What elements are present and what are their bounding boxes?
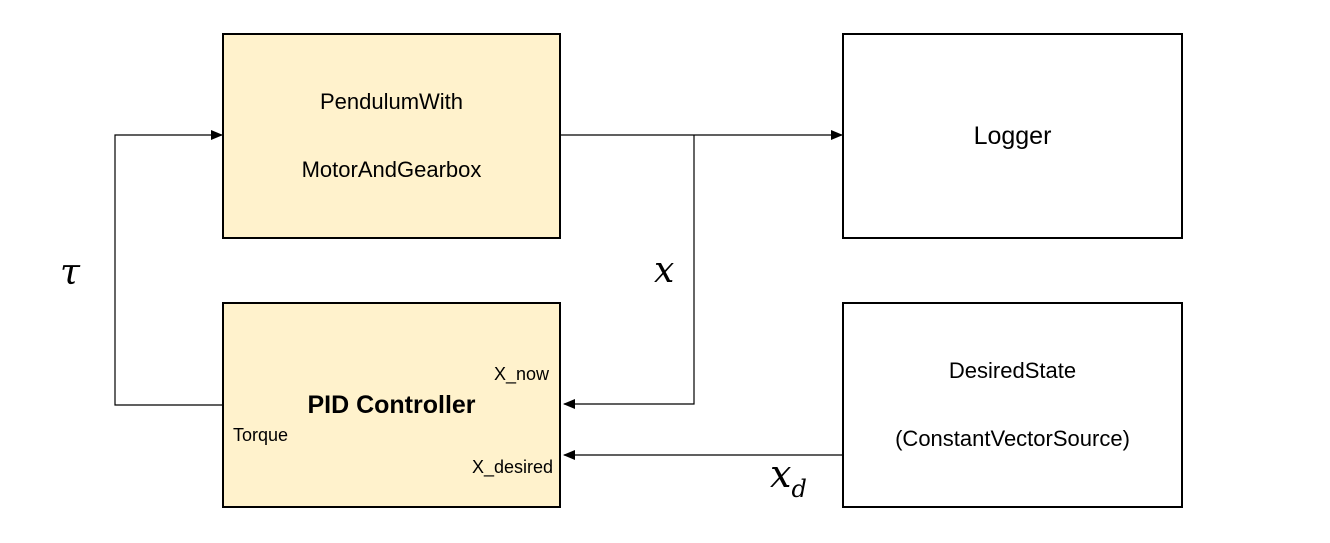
port-torque-label: Torque — [233, 425, 289, 445]
signal-x-label: x — [654, 250, 675, 291]
signal-x-desired-label: xd — [770, 452, 807, 503]
port-x-desired-label: X_desired — [471, 457, 553, 477]
pendulum-label-line2: MotorAndGearbox — [301, 157, 482, 182]
pendulum-block-label: PendulumWith MotorAndGearbox — [224, 51, 559, 221]
logger-block[interactable]: Logger — [842, 33, 1183, 239]
desired-state-label-line2: (ConstantVectorSource) — [895, 426, 1130, 451]
pid-controller-label: PID Controller — [307, 391, 476, 419]
signal-tau-label: τ — [60, 252, 80, 293]
logger-label: Logger — [973, 122, 1052, 150]
state-feedback-line — [563, 135, 695, 409]
pendulum-block[interactable]: PendulumWith MotorAndGearbox — [222, 33, 561, 239]
port-x-now-label: X_now — [493, 364, 549, 384]
desired-state-block[interactable]: DesiredState (ConstantVectorSource) — [842, 302, 1183, 508]
torque-line — [114, 130, 223, 406]
signal-x-desired-base: x — [770, 452, 792, 496]
signal-x-desired-subscript: d — [791, 475, 807, 503]
pendulum-label-line1: PendulumWith — [319, 89, 464, 114]
desired-state-block-label: DesiredState (ConstantVectorSource) — [844, 320, 1181, 490]
desired-state-label-line1: DesiredState — [948, 358, 1077, 383]
pid-controller-block[interactable]: PID Controller X_now Torque X_desired — [222, 302, 561, 508]
